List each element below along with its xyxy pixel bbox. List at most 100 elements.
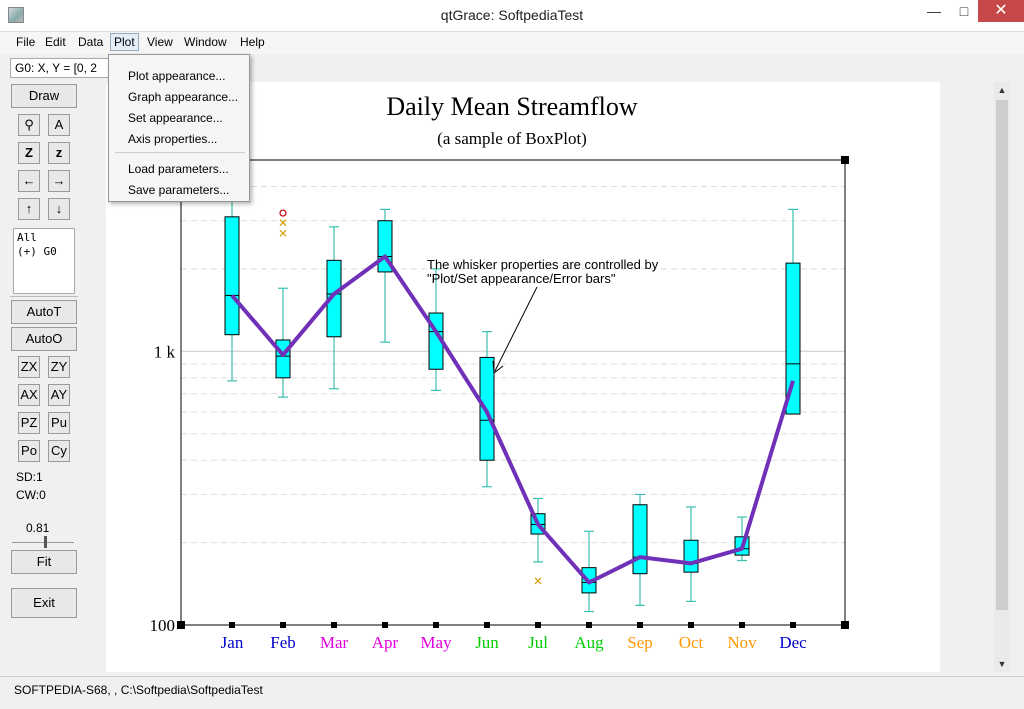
canvas-area[interactable]: Daily Mean Streamflow (a sample of BoxPl… bbox=[80, 82, 992, 672]
pz-button[interactable]: PZ bbox=[18, 412, 40, 434]
draw-button[interactable]: Draw bbox=[11, 84, 77, 108]
scroll-down-button[interactable]: ↓ bbox=[48, 198, 70, 220]
x-tick-marker bbox=[331, 622, 337, 628]
x-tick-label: Mar bbox=[320, 633, 349, 652]
minimize-button[interactable]: — bbox=[927, 3, 941, 19]
fit-button[interactable]: Fit bbox=[11, 550, 77, 574]
x-tick-label: Nov bbox=[727, 633, 757, 652]
x-tick-label: May bbox=[420, 633, 452, 652]
median-line bbox=[230, 254, 795, 585]
menu-item-save-parameters[interactable]: Save parameters... bbox=[128, 183, 230, 197]
scroll-up-button[interactable]: ↑ bbox=[18, 198, 40, 220]
x-tick-marker bbox=[790, 622, 796, 628]
x-tick-label: Jun bbox=[475, 633, 499, 652]
annotation-line-2: "Plot/Set appearance/Error bars" bbox=[427, 271, 616, 286]
window-title: qtGrace: SoftpediaTest bbox=[440, 7, 584, 23]
x-tick-marker bbox=[433, 622, 439, 628]
box bbox=[683, 539, 699, 573]
menu-file[interactable]: File bbox=[16, 35, 36, 49]
menu-bar: File Edit Data Plot View Window Help bbox=[0, 32, 1024, 54]
text-icon: A bbox=[54, 117, 64, 132]
scroll-up-arrow-icon[interactable]: ▲ bbox=[997, 85, 1007, 95]
outlier-point bbox=[534, 577, 542, 585]
plot-menu-dropdown: Plot appearance... Graph appearance... S… bbox=[108, 54, 250, 202]
x-tick-label: Jan bbox=[221, 633, 244, 652]
x-tick-marker bbox=[535, 622, 541, 628]
menu-divider bbox=[115, 152, 245, 153]
menu-item-axis-properties[interactable]: Axis properties... bbox=[128, 132, 218, 146]
frame-handle bbox=[841, 621, 849, 629]
menu-item-plot-appearance[interactable]: Plot appearance... bbox=[128, 69, 226, 83]
scroll-right-button[interactable]: → bbox=[48, 170, 70, 192]
zoom-slider-track[interactable] bbox=[12, 542, 74, 543]
menu-view[interactable]: View bbox=[147, 35, 173, 49]
box bbox=[632, 504, 648, 575]
outlier-point bbox=[279, 219, 287, 227]
autot-button[interactable]: AutoT bbox=[11, 300, 77, 324]
list-item-all[interactable]: All bbox=[17, 231, 37, 244]
zoom-slider-handle[interactable] bbox=[44, 536, 47, 548]
tool-panel: Draw ⚲ A Z z ← → ↑ ↓ All (+) G0 AutoT Au… bbox=[8, 82, 78, 674]
x-tick-marker bbox=[280, 622, 286, 628]
chart-title: Daily Mean Streamflow bbox=[386, 92, 637, 121]
menu-item-set-appearance[interactable]: Set appearance... bbox=[128, 111, 223, 125]
ax-button[interactable]: AX bbox=[18, 384, 40, 406]
po-button[interactable]: Po bbox=[18, 440, 40, 462]
scroll-down-arrow-icon[interactable]: ▼ bbox=[997, 659, 1007, 669]
divider bbox=[10, 296, 78, 297]
x-tick-marker bbox=[229, 622, 235, 628]
x-tick-marker bbox=[739, 622, 745, 628]
zoom-tool-button[interactable]: ⚲ bbox=[18, 114, 40, 136]
cw-label: CW:0 bbox=[16, 488, 46, 502]
chart-subtitle: (a sample of BoxPlot) bbox=[437, 129, 587, 148]
x-tick-marker bbox=[382, 622, 388, 628]
zoom-value: 0.81 bbox=[26, 521, 50, 535]
x-tick-label: Oct bbox=[679, 633, 704, 652]
text-tool-button[interactable]: A bbox=[48, 114, 70, 136]
app-icon bbox=[8, 7, 24, 23]
menu-item-load-parameters[interactable]: Load parameters... bbox=[128, 162, 229, 176]
close-button[interactable]: ✕ bbox=[978, 0, 1024, 22]
zx-button[interactable]: ZX bbox=[18, 356, 40, 378]
maximize-button[interactable]: □ bbox=[959, 3, 969, 19]
arrow-up-icon: ↑ bbox=[25, 201, 33, 216]
x-tick-label: Apr bbox=[372, 633, 399, 652]
menu-edit[interactable]: Edit bbox=[45, 35, 66, 49]
scrollbar-thumb[interactable] bbox=[996, 100, 1008, 610]
annotation-arrow bbox=[494, 286, 538, 372]
outliers bbox=[279, 209, 542, 585]
exit-button[interactable]: Exit bbox=[11, 588, 77, 618]
menu-window[interactable]: Window bbox=[184, 35, 227, 49]
annotation-arrowhead bbox=[492, 360, 504, 374]
menu-data[interactable]: Data bbox=[78, 35, 104, 49]
x-tick-label: Aug bbox=[574, 633, 604, 652]
cy-button[interactable]: Cy bbox=[48, 440, 70, 462]
zoom-in-button[interactable]: Z bbox=[18, 142, 40, 164]
frame-handle bbox=[841, 156, 849, 164]
x-tick-marker bbox=[484, 622, 490, 628]
zy-button[interactable]: ZY bbox=[48, 356, 70, 378]
vertical-scrollbar[interactable]: ▲ ▼ bbox=[994, 82, 1010, 672]
menu-help[interactable]: Help bbox=[240, 35, 265, 49]
y-tick-label: 1 k bbox=[154, 342, 176, 361]
menu-plot[interactable]: Plot bbox=[110, 33, 139, 51]
box bbox=[326, 259, 342, 338]
box bbox=[224, 216, 240, 336]
status-bar: SOFTPEDIA-S68, , C:\Softpedia\SoftpediaT… bbox=[0, 676, 1024, 709]
list-item-g0[interactable]: (+) G0 bbox=[17, 245, 57, 258]
status-text: SOFTPEDIA-S68, , C:\Softpedia\SoftpediaT… bbox=[14, 683, 263, 697]
graph-list[interactable]: All (+) G0 bbox=[13, 228, 75, 294]
scroll-left-button[interactable]: ← bbox=[18, 170, 40, 192]
pu-button[interactable]: Pu bbox=[48, 412, 70, 434]
x-tick-marker bbox=[688, 622, 694, 628]
x-tick-label: Dec bbox=[779, 633, 807, 652]
outlier-point bbox=[279, 209, 287, 217]
menu-item-graph-appearance[interactable]: Graph appearance... bbox=[128, 90, 239, 104]
ay-button[interactable]: AY bbox=[48, 384, 70, 406]
x-tick-marker bbox=[586, 622, 592, 628]
outlier-point bbox=[279, 229, 287, 237]
box bbox=[275, 339, 291, 379]
zoom-out-button[interactable]: z bbox=[48, 142, 70, 164]
autoo-button[interactable]: AutoO bbox=[11, 327, 77, 351]
plot-frame bbox=[180, 159, 846, 626]
